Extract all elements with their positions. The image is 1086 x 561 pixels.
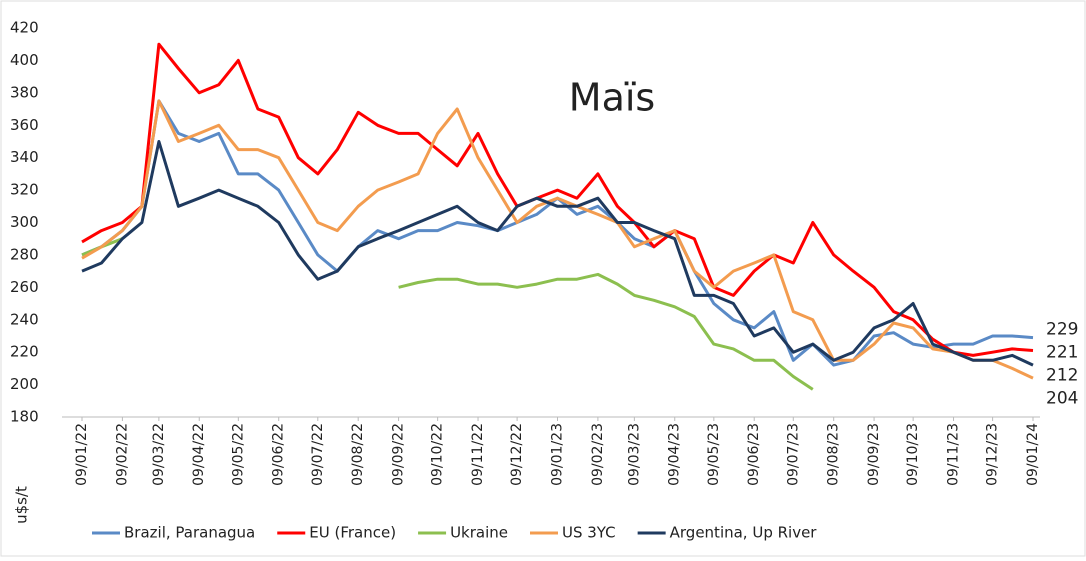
end-label: 204 <box>1046 389 1078 409</box>
x-tick-label: 09/06/23 <box>746 423 762 486</box>
y-tick-label: 240 <box>10 310 39 328</box>
x-tick-label: 09/12/23 <box>985 423 1001 486</box>
y-tick-label: 320 <box>10 181 39 199</box>
x-tick-label: 09/11/23 <box>946 423 962 486</box>
legend-label: Ukraine <box>450 524 508 542</box>
x-tick-label: 09/08/23 <box>826 423 842 486</box>
y-tick-label: 220 <box>10 343 39 361</box>
y-tick-label: 420 <box>10 19 39 37</box>
x-tick-label: 09/08/22 <box>350 423 366 486</box>
y-tick-label: 380 <box>10 83 39 101</box>
y-tick-label: 360 <box>10 116 39 134</box>
x-tick-label: 09/09/22 <box>391 423 407 486</box>
y-tick-label: 400 <box>10 51 39 69</box>
legend-label: Argentina, Up River <box>670 524 818 542</box>
x-tick-label: 09/03/22 <box>151 423 167 486</box>
x-tick-label: 09/10/22 <box>430 423 446 486</box>
y-tick-label: 180 <box>10 408 39 426</box>
y-tick-label: 260 <box>10 278 39 296</box>
x-tick-label: 09/12/22 <box>509 423 525 486</box>
x-tick-label: 09/05/22 <box>230 423 246 486</box>
x-tick-label: 09/01/24 <box>1025 423 1041 486</box>
chart-title: Maïs <box>569 76 655 120</box>
legend-label: EU (France) <box>309 524 396 542</box>
x-tick-label: 09/01/22 <box>74 423 90 486</box>
y-tick-label: 200 <box>10 375 39 393</box>
x-tick-label: 09/06/22 <box>271 423 287 486</box>
x-tick-label: 09/11/22 <box>470 423 486 486</box>
y-tick-label: 280 <box>10 245 39 263</box>
x-tick-label: 09/10/23 <box>905 423 921 486</box>
x-tick-label: 09/01/23 <box>550 423 566 486</box>
x-tick-label: 09/09/23 <box>866 423 882 486</box>
legend-label: Brazil, Paranagua <box>124 524 255 542</box>
x-tick-label: 09/07/23 <box>785 423 801 486</box>
x-tick-label: 09/02/22 <box>114 423 130 486</box>
legend-label: US 3YC <box>562 524 616 542</box>
x-tick-label: 09/04/22 <box>191 423 207 486</box>
series-line <box>81 140 1034 367</box>
x-tick-label: 09/04/23 <box>667 423 683 486</box>
y-axis-label: u$s/t <box>13 486 31 524</box>
end-label: 229 <box>1046 320 1078 340</box>
y-tick-label: 340 <box>10 148 39 166</box>
x-tick-label: 09/07/22 <box>310 423 326 486</box>
x-tick-label: 09/03/23 <box>626 423 642 486</box>
end-label: 221 <box>1046 343 1078 363</box>
x-tick-label: 09/02/23 <box>590 423 606 486</box>
end-label: 212 <box>1046 366 1078 386</box>
series-line <box>81 99 1034 380</box>
series-line <box>81 42 1034 357</box>
x-tick-label: 09/05/23 <box>706 423 722 486</box>
y-tick-label: 300 <box>10 213 39 231</box>
